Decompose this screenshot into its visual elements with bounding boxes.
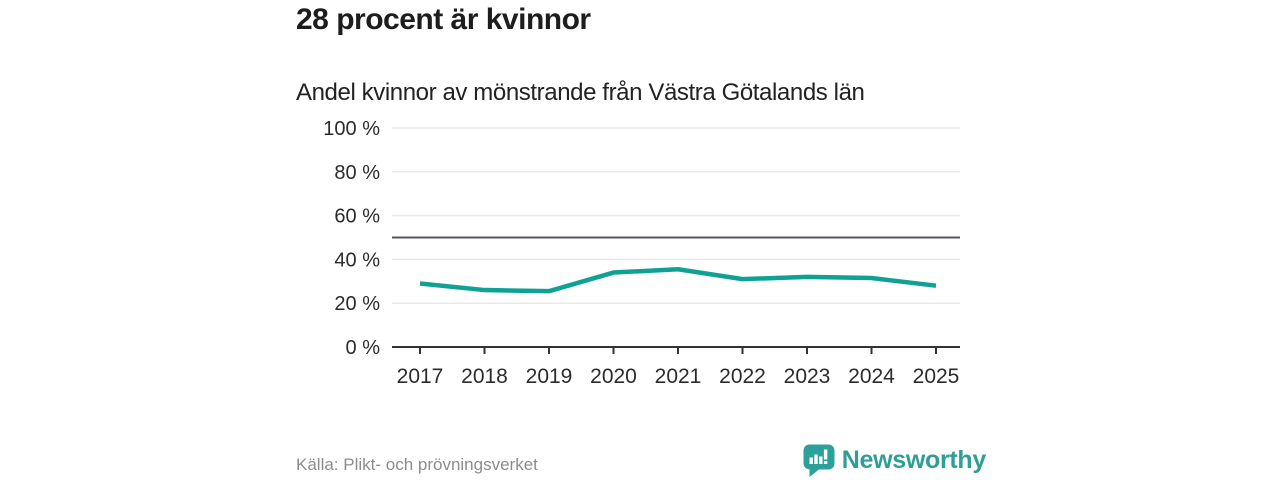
chart-title: Andel kvinnor av mönstrande från Västra … [296, 79, 865, 106]
x-tick-label: 2022 [719, 365, 766, 388]
y-tick-label: 60 % [334, 206, 380, 228]
x-tick-label: 2017 [397, 365, 444, 388]
x-tick-label: 2023 [784, 365, 831, 388]
y-tick-label: 40 % [334, 249, 380, 271]
line-chart: 0 % 20 % 40 % 60 % 80 % 100 % 2017 2018 2019 2020… [323, 118, 960, 388]
y-tick-label: 100 % [323, 118, 380, 140]
y-tick-label: 0 % [346, 337, 381, 359]
data-line [419, 267, 937, 294]
x-tick-label: 2020 [590, 365, 637, 388]
x-tick-label: 2021 [655, 365, 702, 388]
newsworthy-speech-bubble-chart-icon [803, 444, 835, 477]
x-tick-label: 2024 [848, 365, 895, 388]
x-tick-label: 2025 [913, 365, 960, 388]
newsworthy-logo: Newsworthy [803, 444, 986, 477]
y-tick-label: 20 % [334, 293, 380, 315]
headline: 28 procent är kvinnor [296, 3, 591, 36]
brand-name: Newsworthy [841, 446, 987, 474]
x-tick-label: 2019 [526, 365, 573, 388]
x-tick-label: 2018 [461, 365, 508, 388]
y-tick-label: 80 % [334, 162, 380, 184]
source-note: Källa: Plikt- och prövningsverket [296, 455, 538, 474]
